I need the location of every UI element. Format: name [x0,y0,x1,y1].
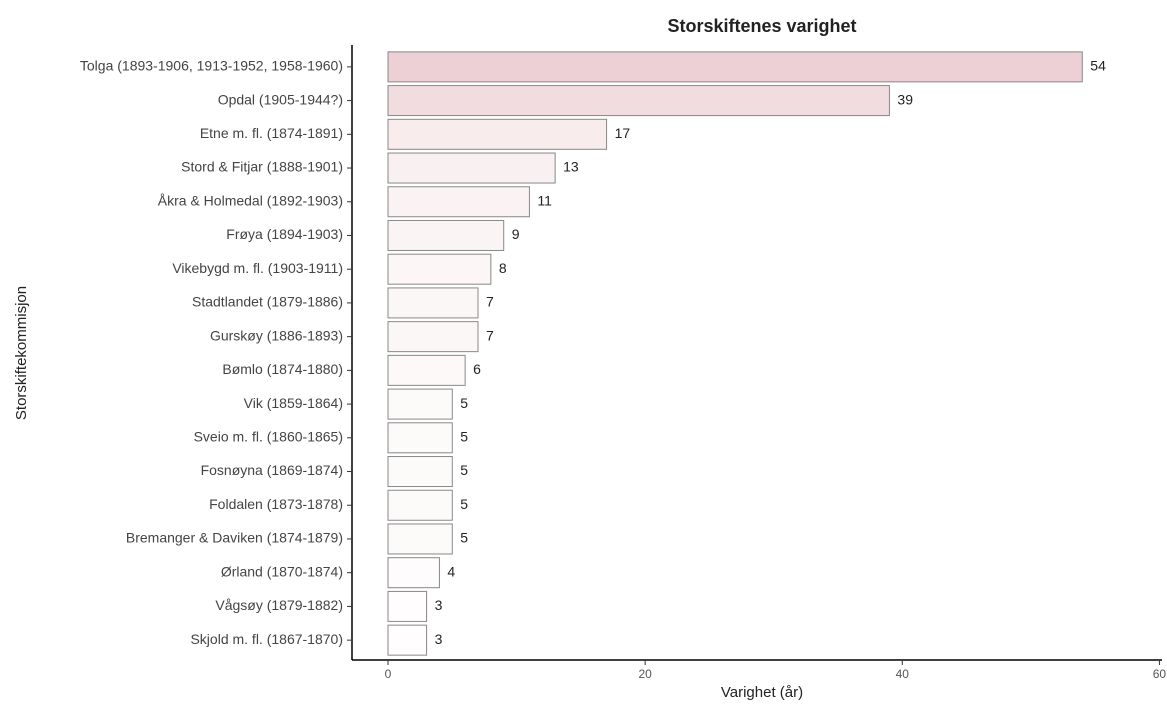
bar [387,118,608,150]
bar [387,219,505,251]
y-tick-label: Etne m. fl. (1874-1891) [200,125,343,141]
y-tick-label: Gurskøy (1886-1893) [210,327,343,343]
bar [387,590,428,622]
y-axis-label: Storskiftekommisjon [13,286,30,420]
x-tick-label: 40 [896,667,910,681]
y-tick-label: Åkra & Holmedal (1892-1903) [158,192,343,208]
bar [387,456,453,488]
value-label: 6 [473,361,481,377]
value-label: 17 [615,125,631,141]
y-tick-label: Skjold m. fl. (1867-1870) [190,631,343,647]
bar [387,321,479,353]
value-label: 13 [563,159,579,175]
value-label: 5 [460,496,468,512]
y-tick-label: Opdal (1905-1944?) [218,91,343,107]
value-label: 8 [499,260,507,276]
y-tick-label: Vikebygd m. fl. (1903-1911) [172,260,343,276]
bar [387,557,440,589]
bar [387,523,453,555]
bar [387,85,890,117]
bar [387,253,492,285]
value-label: 5 [460,530,468,546]
bar [387,388,453,420]
value-label: 11 [537,192,552,208]
bar [387,186,530,218]
y-tick-label: Vik (1859-1864) [244,395,343,411]
y-tick-label: Ørland (1870-1874) [221,563,343,579]
x-tick-label: 60 [1153,667,1167,681]
bar [387,489,453,521]
value-label: 39 [897,91,913,107]
y-tick-label: Stord & Fitjar (1888-1901) [181,159,343,175]
y-tick-label: Fosnøyna (1869-1874) [201,462,343,478]
bar [387,354,466,386]
value-label: 54 [1090,58,1106,74]
value-label: 5 [460,462,468,478]
y-tick-label: Foldalen (1873-1878) [209,496,343,512]
x-tick-label: 0 [385,667,392,681]
bar [387,51,1083,83]
y-tick-label: Tolga (1893-1906, 1913-1952, 1958-1960) [80,58,343,74]
bar [387,287,479,319]
y-tick-label: Bømlo (1874-1880) [222,361,343,377]
y-tick-label: Stadtlandet (1879-1886) [192,294,343,310]
value-label: 5 [460,429,468,445]
y-tick-label: Bremanger & Daviken (1874-1879) [126,530,343,546]
bar [387,624,428,656]
value-label: 3 [435,597,443,613]
value-label: 5 [460,395,468,411]
x-tick-label: 20 [638,667,652,681]
value-label: 9 [512,226,520,242]
bar [387,152,556,184]
y-tick-label: Sveio m. fl. (1860-1865) [194,429,343,445]
chart-title: Storskiftenes varighet [667,16,856,36]
bar [387,422,453,454]
y-tick-label: Frøya (1894-1903) [226,226,343,242]
value-label: 4 [447,563,455,579]
value-label: 3 [435,631,443,647]
value-label: 7 [486,294,494,310]
y-tick-label: Vågsøy (1879-1882) [215,597,343,613]
value-label: 7 [486,327,494,343]
x-axis-label: Varighet (år) [721,684,803,701]
